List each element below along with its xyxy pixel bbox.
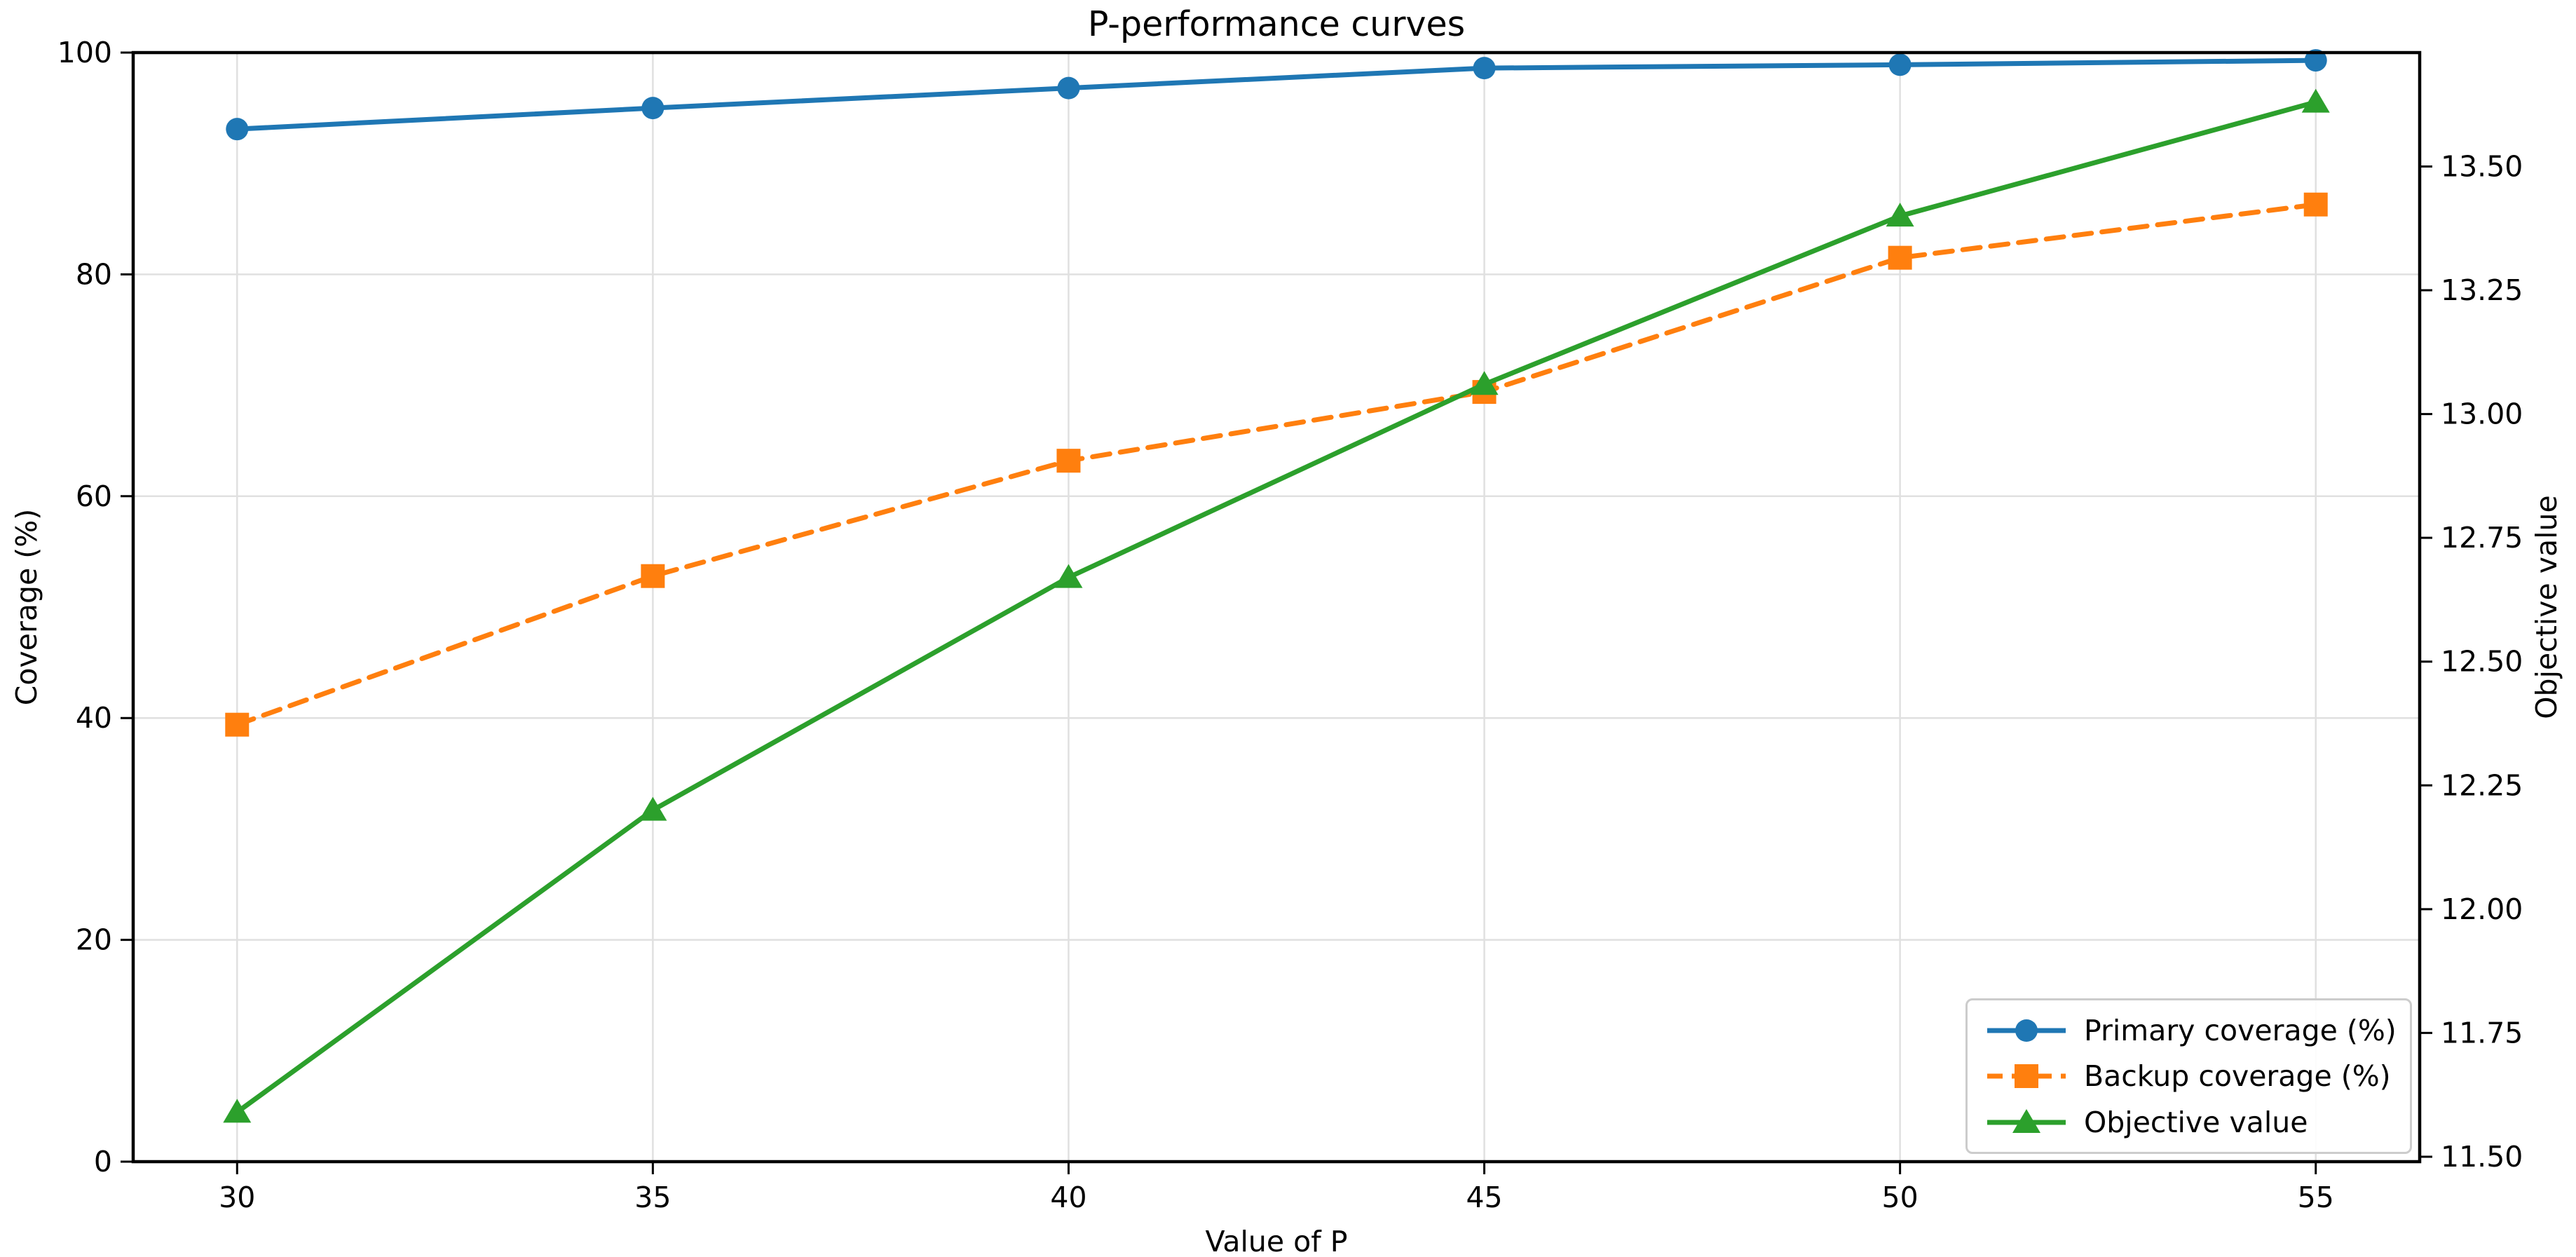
data-point-triangle [223, 1099, 252, 1123]
data-point-triangle [1886, 203, 1914, 227]
x-tick-label: 35 [634, 1181, 671, 1214]
data-point-circle [1888, 53, 1911, 76]
y-right-tick-label: 12.75 [2441, 521, 2523, 555]
x-tick-label: 40 [1050, 1181, 1086, 1214]
data-point-triangle [1054, 564, 1083, 588]
y-left-tick-label: 80 [76, 257, 112, 291]
x-tick-label: 50 [1882, 1181, 1919, 1214]
legend-marker-icon [2015, 1019, 2038, 1042]
legend: Primary coverage (%) Backup coverage (%) O… [1965, 998, 2412, 1154]
series-line-2 [234, 202, 2319, 728]
data-point-circle [1473, 57, 1496, 80]
data-point-triangle [639, 796, 667, 821]
y-right-tick-label: 12.50 [2441, 645, 2523, 679]
data-point-triangle [1470, 371, 1499, 395]
y-axis-label-right: Objective value [2530, 495, 2563, 719]
y-right-tick-label: 11.50 [2441, 1140, 2523, 1174]
y-left-tick-label: 40 [76, 701, 112, 735]
axes-spines [131, 50, 2422, 1164]
legend-sample-triangle-icon [1987, 1108, 2066, 1133]
legend-marker-icon [2015, 1064, 2038, 1088]
y-right-tick-label: 11.75 [2441, 1016, 2523, 1049]
data-point-triangle [2301, 88, 2330, 113]
legend-label: Backup coverage (%) [2084, 1059, 2391, 1093]
chart-title: P-performance curves [1087, 4, 1466, 44]
data-point-circle [2304, 49, 2327, 72]
data-point-circle [226, 118, 249, 141]
data-point-circle [641, 97, 665, 120]
data-point-square [1888, 245, 1912, 270]
legend-item: Backup coverage (%) [1984, 1056, 2410, 1096]
legend-marker-icon [2012, 1108, 2040, 1133]
x-axis-label: Value of P [1205, 1225, 1348, 1257]
data-point-square [641, 564, 665, 588]
data-point-square [225, 712, 250, 737]
y-right-tick-label: 12.00 [2441, 892, 2523, 926]
legend-sample-square-icon [1987, 1064, 2066, 1088]
y-axis-label-left: Coverage (%) [10, 508, 43, 706]
data-point-square [1056, 449, 1081, 473]
y-left-tick-label: 100 [57, 36, 112, 69]
series-line-3 [234, 100, 2319, 1115]
data-point-circle [1057, 76, 1080, 100]
x-tick-label: 55 [2298, 1181, 2334, 1214]
y-right-tick-label: 13.00 [2441, 398, 2523, 431]
x-tick-label: 30 [219, 1181, 255, 1214]
legend-item: Primary coverage (%) [1984, 1010, 2410, 1051]
x-tick-label: 45 [1466, 1181, 1502, 1214]
y-right-tick-label: 13.50 [2441, 149, 2523, 183]
y-left-tick-label: 20 [76, 923, 112, 957]
y-right-tick-label: 12.25 [2441, 768, 2523, 802]
data-point-square [2303, 192, 2328, 217]
y-left-tick-label: 60 [76, 480, 112, 513]
y-left-tick-label: 0 [94, 1145, 112, 1178]
legend-item: Objective value [1984, 1102, 2410, 1143]
series-line-1 [234, 57, 2319, 132]
legend-label: Objective value [2084, 1105, 2308, 1139]
y-right-tick-label: 13.25 [2441, 273, 2523, 307]
legend-sample-circle-icon [1987, 1019, 2066, 1042]
legend-label: Primary coverage (%) [2084, 1013, 2397, 1047]
